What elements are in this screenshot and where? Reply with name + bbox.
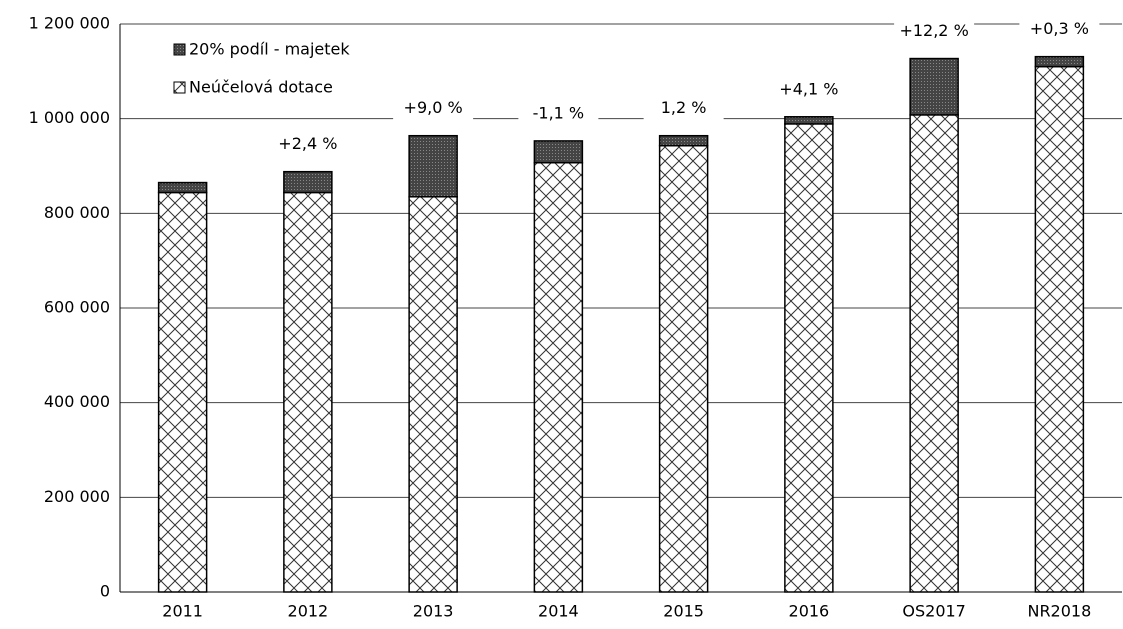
bar-segment: [1034, 55, 1085, 68]
bar-segment: [909, 114, 959, 593]
legend-swatch: [173, 81, 186, 94]
y-tick-label: 200 000: [44, 487, 110, 506]
bar-segment: [909, 57, 959, 116]
x-tick-label: 2013: [413, 602, 454, 621]
x-tick-label: 2016: [789, 602, 830, 621]
annotation: +0,3 %: [1030, 19, 1089, 38]
legend-bg: [168, 36, 378, 102]
annotation-bg: [643, 95, 724, 120]
bar-segment: [408, 134, 458, 198]
x-tick-label: 2012: [288, 602, 329, 621]
annotation: +2,4 %: [278, 134, 337, 153]
y-tick-label: 800 000: [44, 203, 110, 222]
annotation-bg: [1019, 16, 1100, 41]
y-tick-label: 1 200 000: [29, 14, 110, 33]
bar-segment: [157, 181, 208, 194]
annotation-bg: [894, 18, 975, 43]
x-tick-label: NR2018: [1027, 602, 1091, 621]
legend-label: Neúčelová dotace: [189, 78, 333, 97]
x-tick-label: 2011: [162, 602, 203, 621]
bar-segment: [533, 161, 584, 593]
annotation-bg: [768, 76, 849, 101]
x-tick-label: 2015: [663, 602, 704, 621]
x-tick-label: 2014: [538, 602, 579, 621]
annotation-bg: [518, 100, 599, 125]
annotation: 1,2 %: [661, 98, 707, 117]
x-tick-label: OS2017: [902, 602, 965, 621]
bar-segment: [658, 134, 709, 147]
annotation: -1,1 %: [533, 103, 585, 122]
annotation: +12,2 %: [899, 21, 968, 40]
y-tick-label: 0: [100, 582, 110, 601]
bar-segment: [157, 191, 208, 593]
bar-segment: [283, 170, 333, 194]
bar-segment: [658, 144, 709, 593]
legend-label: 20% podíl - majetek: [189, 40, 350, 59]
bar-segment: [533, 140, 584, 164]
y-tick-label: 600 000: [44, 298, 110, 317]
bar-segment: [784, 123, 834, 593]
annotation: +4,1 %: [779, 79, 838, 98]
bar-segment: [408, 196, 458, 593]
annotation-bg: [267, 131, 348, 156]
bar-segment: [784, 116, 834, 125]
y-tick-label: 400 000: [44, 392, 110, 411]
y-tick-label: 1 000 000: [29, 108, 110, 127]
legend-swatch: [173, 43, 186, 56]
annotation-bg: [393, 95, 474, 120]
bar-segment: [1034, 65, 1085, 593]
bar-segment: [283, 191, 333, 593]
annotation: +9,0 %: [404, 98, 463, 117]
